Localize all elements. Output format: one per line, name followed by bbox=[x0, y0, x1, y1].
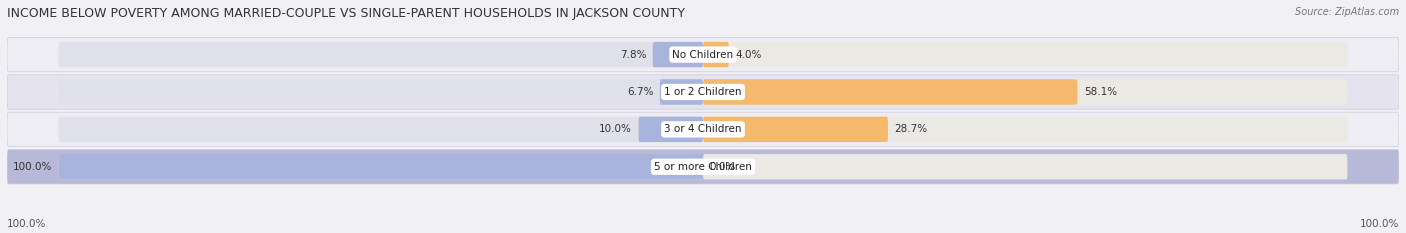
Text: INCOME BELOW POVERTY AMONG MARRIED-COUPLE VS SINGLE-PARENT HOUSEHOLDS IN JACKSON: INCOME BELOW POVERTY AMONG MARRIED-COUPL… bbox=[7, 7, 685, 20]
FancyBboxPatch shape bbox=[638, 117, 703, 142]
FancyBboxPatch shape bbox=[7, 75, 1399, 109]
FancyBboxPatch shape bbox=[703, 42, 728, 67]
FancyBboxPatch shape bbox=[659, 79, 703, 105]
FancyBboxPatch shape bbox=[59, 117, 703, 142]
Text: 0.0%: 0.0% bbox=[710, 162, 735, 172]
Text: 6.7%: 6.7% bbox=[627, 87, 654, 97]
Text: 1 or 2 Children: 1 or 2 Children bbox=[664, 87, 742, 97]
FancyBboxPatch shape bbox=[7, 37, 1399, 72]
FancyBboxPatch shape bbox=[703, 42, 1347, 67]
FancyBboxPatch shape bbox=[703, 117, 1347, 142]
FancyBboxPatch shape bbox=[59, 42, 703, 67]
FancyBboxPatch shape bbox=[703, 79, 1077, 105]
Text: 100.0%: 100.0% bbox=[13, 162, 52, 172]
Text: No Children: No Children bbox=[672, 50, 734, 60]
Text: 4.0%: 4.0% bbox=[735, 50, 762, 60]
FancyBboxPatch shape bbox=[703, 154, 1347, 179]
FancyBboxPatch shape bbox=[703, 79, 1347, 105]
Text: 7.8%: 7.8% bbox=[620, 50, 647, 60]
FancyBboxPatch shape bbox=[703, 117, 889, 142]
Text: 58.1%: 58.1% bbox=[1084, 87, 1116, 97]
Text: Source: ZipAtlas.com: Source: ZipAtlas.com bbox=[1295, 7, 1399, 17]
FancyBboxPatch shape bbox=[652, 42, 703, 67]
FancyBboxPatch shape bbox=[7, 112, 1399, 147]
Text: 100.0%: 100.0% bbox=[7, 219, 46, 229]
Text: 3 or 4 Children: 3 or 4 Children bbox=[664, 124, 742, 134]
Text: 5 or more Children: 5 or more Children bbox=[654, 162, 752, 172]
FancyBboxPatch shape bbox=[7, 150, 1399, 184]
FancyBboxPatch shape bbox=[59, 79, 703, 105]
Text: 28.7%: 28.7% bbox=[894, 124, 928, 134]
FancyBboxPatch shape bbox=[59, 154, 703, 179]
FancyBboxPatch shape bbox=[59, 154, 703, 179]
Text: 10.0%: 10.0% bbox=[599, 124, 633, 134]
Text: 100.0%: 100.0% bbox=[1360, 219, 1399, 229]
